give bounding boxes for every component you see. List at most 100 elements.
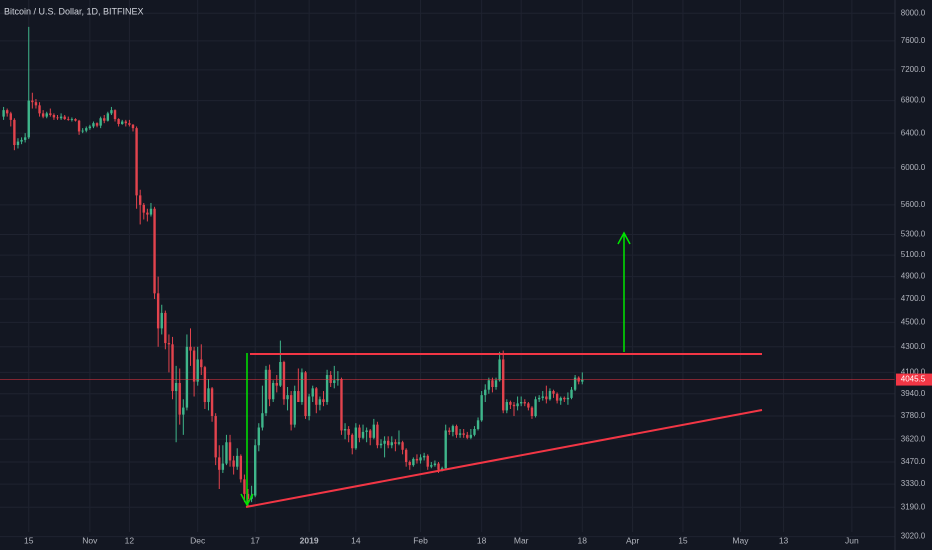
candle-body — [440, 468, 444, 470]
candle-body — [164, 312, 167, 344]
candle-body — [92, 123, 95, 127]
candle-body — [343, 428, 347, 431]
candle-body — [340, 378, 343, 431]
candle-body — [207, 388, 210, 403]
candle-body — [512, 404, 516, 407]
candle-body — [171, 344, 174, 392]
candle-body — [279, 362, 282, 386]
candle-body — [347, 428, 350, 435]
candle-body — [41, 113, 45, 117]
candle-body — [192, 350, 196, 382]
candle-body — [52, 114, 56, 118]
candle-body — [225, 442, 228, 464]
x-tick-label: May — [732, 535, 749, 545]
candle-body — [121, 121, 124, 124]
candle-body — [156, 293, 160, 329]
candle-body — [20, 139, 23, 142]
candle-body — [221, 463, 225, 470]
candle-body — [77, 120, 81, 132]
y-tick-label: 5100.0 — [901, 250, 926, 259]
x-tick-label: 15 — [24, 535, 34, 545]
candle-body — [297, 391, 300, 403]
candle-body — [88, 126, 92, 129]
candle-body — [203, 367, 207, 403]
candle-body — [469, 434, 473, 438]
candle-body — [189, 346, 192, 351]
candle-body — [178, 382, 181, 415]
candle-body — [333, 380, 336, 383]
candle-body — [422, 455, 426, 458]
y-tick-label: 7600.0 — [901, 36, 926, 45]
candle-body — [63, 116, 66, 120]
candle-body — [103, 118, 106, 121]
x-tick-label: 12 — [125, 535, 135, 545]
candle-body — [480, 395, 483, 421]
candle-body — [358, 427, 361, 438]
y-tick-label: 8000.0 — [901, 8, 926, 17]
candle-body — [448, 430, 451, 432]
candle-body — [23, 137, 27, 140]
candle-body — [59, 116, 63, 119]
candle-body — [315, 388, 318, 405]
candle-body — [246, 493, 250, 499]
candle-body — [462, 433, 465, 435]
candles — [0, 26, 895, 508]
y-tick-label: 3330.0 — [901, 479, 926, 488]
up-arrow-head — [617, 231, 631, 245]
candle-body — [369, 430, 372, 438]
candle-body — [473, 428, 476, 435]
candle-body — [117, 119, 120, 124]
candle-body — [300, 372, 304, 403]
candle-body — [379, 443, 383, 446]
candle-body — [419, 457, 422, 461]
candle-body — [581, 379, 584, 382]
x-tick-label: Dec — [190, 535, 206, 545]
candle-body — [167, 343, 171, 345]
candle-body — [408, 462, 411, 466]
candle-body — [149, 208, 153, 215]
candle-body — [573, 377, 577, 390]
candle-body — [228, 442, 232, 461]
candle-body — [9, 113, 12, 120]
candle-body — [311, 388, 314, 397]
x-tick-label: Nov — [82, 535, 98, 545]
candle-body — [401, 442, 404, 450]
candle-body — [38, 105, 41, 114]
candle-body — [113, 110, 117, 120]
x-tick-label: Feb — [413, 535, 428, 545]
candle-body — [138, 195, 142, 205]
support-line — [245, 409, 763, 508]
y-tick-label: 4300.0 — [901, 342, 926, 351]
candle-body — [415, 458, 419, 461]
candle-body — [437, 463, 440, 470]
candle-body — [394, 442, 397, 444]
candle-body — [2, 110, 5, 117]
candle-body — [34, 102, 38, 106]
candle-body — [135, 128, 138, 196]
candle-body — [67, 119, 70, 120]
y-tick-label: 5300.0 — [901, 230, 926, 239]
candle-body — [318, 399, 322, 405]
candle-body — [537, 397, 541, 400]
candle-body — [27, 100, 30, 138]
x-tick-label: Mar — [514, 535, 529, 545]
candle-body — [458, 433, 462, 435]
candle-body — [519, 402, 523, 404]
x-tick-label: 2019 — [300, 535, 319, 545]
candle-body — [74, 119, 77, 121]
candle-body — [372, 424, 376, 438]
candle-body — [322, 399, 325, 403]
candle-body — [289, 395, 293, 425]
y-tick-label: 5600.0 — [901, 200, 926, 209]
candle-body — [307, 396, 311, 417]
candle-body — [325, 375, 329, 403]
candle-body — [271, 382, 275, 400]
last-price-label: 4045.5 — [901, 375, 926, 384]
y-tick-label: 3470.0 — [901, 457, 926, 466]
candle-body — [502, 359, 505, 411]
candle-body — [404, 449, 408, 463]
x-tick-label: 17 — [250, 535, 260, 545]
candle-body — [365, 430, 368, 432]
candle-body — [523, 402, 526, 404]
